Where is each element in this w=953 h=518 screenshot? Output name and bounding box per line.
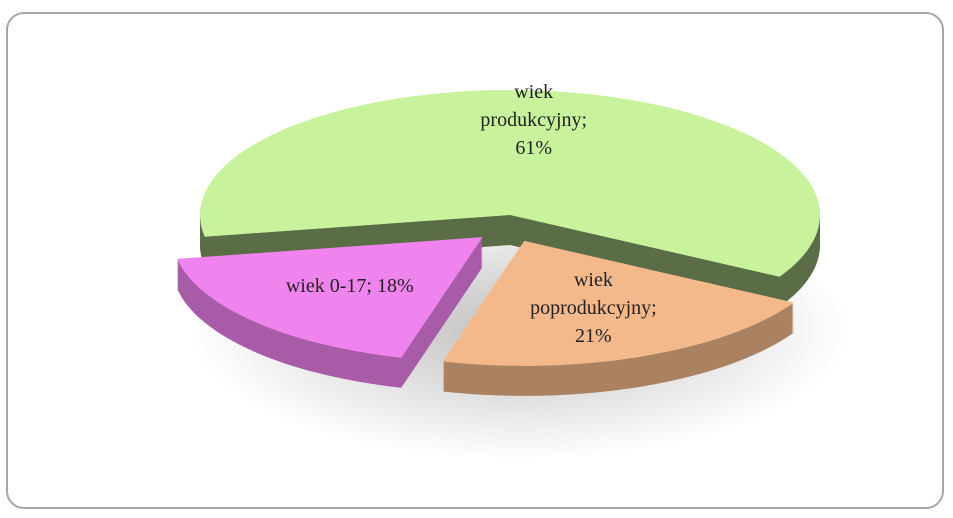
chart-frame <box>6 12 944 509</box>
data-label: wiek 0-17; 18% <box>285 275 414 297</box>
slice <box>200 90 821 277</box>
slice <box>443 240 794 366</box>
data-label: wiek produkcyjny; 61% <box>480 80 588 159</box>
slice <box>177 237 483 358</box>
data-label: wiek poprodukcyjny; 21% <box>530 268 657 347</box>
